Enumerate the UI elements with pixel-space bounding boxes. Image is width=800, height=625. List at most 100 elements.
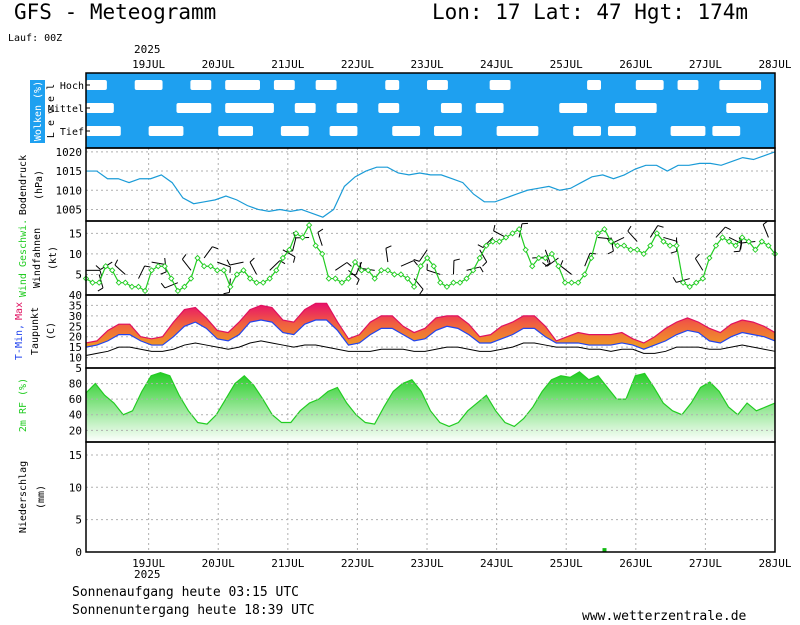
cloud-patch [614,103,657,113]
wind-barb [317,232,323,246]
humidity-tick-label: 80 [69,378,82,391]
wind-speed-point [89,279,96,286]
panel-frame-wind [85,220,776,296]
day-label-top: 26JUL [619,58,652,71]
wind-speed-point [332,275,339,282]
wind-speed-point [509,230,516,237]
precip-tick-label: 5 [75,514,82,527]
wind-speed-point [476,254,483,262]
wind-barb [292,237,297,252]
wind-speed-point [443,283,451,290]
cloud-patch [719,80,762,90]
day-label-top: 23JUL [410,58,443,71]
wind-speed-point [719,234,726,241]
panel-frame-pressure [85,147,776,222]
wind-barb-feather [317,228,324,233]
wind-barb [560,265,572,275]
wind-speed-point [279,254,286,262]
wind-barb [715,226,726,238]
year-label-bottom: 2025 [134,568,161,581]
precip-tick-label: 15 [69,449,82,462]
precip-bar [602,548,607,552]
pressure-tick-label: 1010 [56,184,83,197]
wind-speed-point [286,246,293,253]
wind-barb-feather [477,244,484,248]
wind-speed-point [161,263,168,270]
wind-barb-feather [672,277,677,283]
precip-unit-label: (mm) [36,485,47,509]
wind-barb-feather [144,265,151,268]
wind-speed-point [634,246,641,253]
wind-speed-point [220,267,227,274]
wind-barb-feather [385,245,392,249]
wind-speed-point [155,263,162,270]
wind-speed-point [758,238,766,245]
temp-axis-label: T-Min, Max [14,302,25,360]
wind-barb-feather [627,225,632,232]
site-credit: www.wetterzentrale.de [582,609,747,624]
wind-speed-point [240,267,247,274]
cloud-patch [315,80,337,90]
wind-speed-point [260,279,267,286]
wind-barb-feather [560,260,564,267]
wind-speed-point [246,275,254,282]
wind-speed-point [273,267,280,274]
day-label-top: 21JUL [271,58,304,71]
wind-speed-point [325,275,332,282]
wind-barb [203,246,213,259]
day-label-bottom: 26JUL [619,557,652,570]
wind-speed-point [305,221,313,229]
wind-barb-feather [479,266,484,273]
cloud-label-box [30,80,45,143]
wind-barb-feather [346,262,352,267]
wind-speed-point [430,263,437,270]
precip-tick-label: 0 [75,546,82,559]
wind-barb-feather [453,258,460,261]
wind-barb [151,261,166,266]
day-label-bottom: 19JUL [132,557,165,570]
wind-barb [493,230,507,238]
wind-barb-feather [482,261,488,267]
temp-tick-label: 20 [69,331,82,344]
sunrise-text: Sonnenaufgang heute 03:15 UTC [72,585,299,600]
wind-barb-feather [733,250,740,253]
cloud-patch [294,103,316,113]
wind-speed-point [686,283,693,290]
wind-barb [181,258,192,271]
wind-speed-point [666,242,674,249]
wind-speed-point [319,250,326,258]
wind-speed-point [640,250,647,258]
humidity-tick-label: 40 [69,409,82,422]
wind-speed-point [463,275,470,282]
wind-barb [282,249,296,258]
wind-speed-point [601,226,608,233]
wind-speed-point [535,254,542,262]
wind-speed-point [502,234,510,241]
day-label-top: 22JUL [341,58,374,71]
temp-tick-label: 10 [69,352,82,365]
wind-speed-point [168,275,175,282]
day-label-bottom: 28JUL [758,557,791,570]
wind-speed-point [417,263,424,270]
wind-speed-point [752,246,759,253]
wind-barb-feather [97,287,104,292]
wind-barb [479,249,488,263]
wind-axis-label: Wind Geschwi. [18,219,29,297]
wind-speed-point [292,230,300,237]
wind-speed-point [594,230,601,237]
temp-range-band [86,303,775,350]
cloud-patch [336,103,358,113]
cloud-patch [573,126,602,136]
wind-speed-point [404,275,411,282]
pressure-tick-label: 1020 [56,146,83,159]
wind-speed-point [95,279,103,286]
cloud-patch [587,80,602,90]
cloud-level-label: Tief [60,127,84,138]
temp-tick-label: 15 [69,341,82,354]
wind-barb-feather [95,265,101,270]
sunset-text: Sonnenuntergang heute 18:39 UTC [72,603,315,618]
wind-barb-feather [212,246,219,250]
dewpoint-axis-label: Taupunkt [30,307,41,355]
day-label-top: 20JUL [202,58,235,71]
